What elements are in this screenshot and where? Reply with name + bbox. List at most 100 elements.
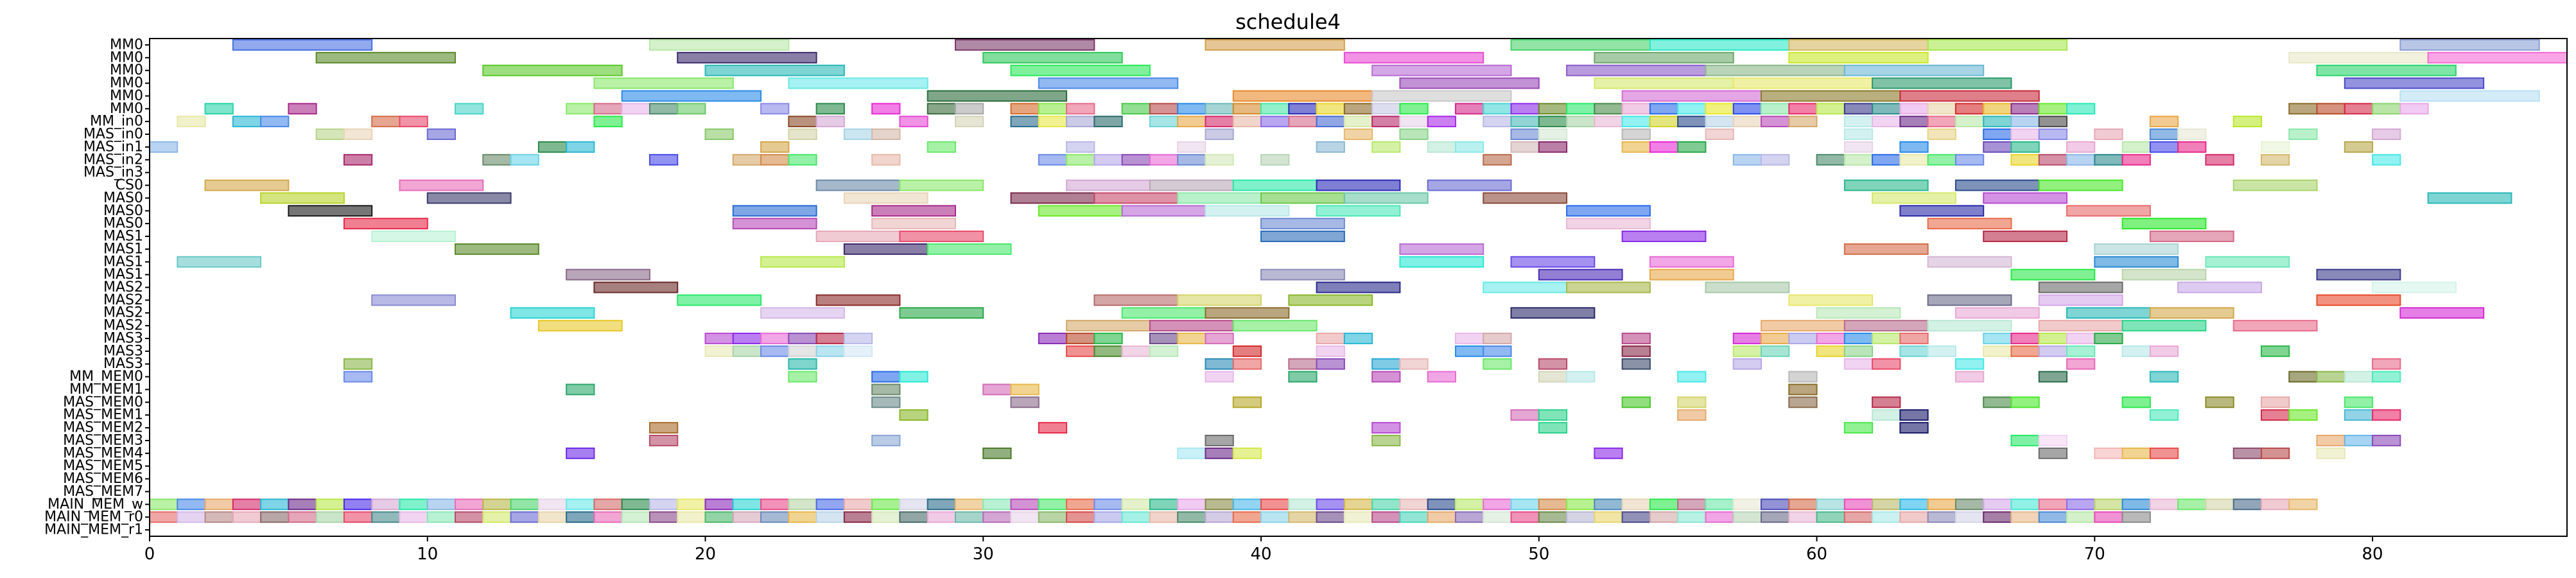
task-bar: [2010, 141, 2040, 153]
task-bar: [1066, 103, 1095, 115]
task-bar: [1899, 103, 1929, 115]
task-bar: [2010, 396, 2040, 408]
task-bar: [1066, 511, 1095, 523]
task-bar: [2205, 498, 2234, 511]
task-bar: [760, 307, 845, 319]
task-bar: [648, 498, 679, 511]
task-bar: [2066, 307, 2151, 319]
task-bar: [1983, 345, 2012, 357]
task-bar: [510, 498, 539, 511]
task-bar: [343, 511, 373, 523]
task-bar: [2121, 218, 2207, 230]
task-bar: [1288, 511, 1318, 523]
task-bar: [1066, 179, 1151, 191]
task-bar: [704, 333, 734, 344]
task-bar: [1205, 371, 1234, 383]
task-bar: [371, 231, 457, 242]
x-tick-label: 10: [417, 545, 438, 564]
task-bar: [2316, 64, 2457, 76]
task-bar: [1566, 281, 1651, 293]
y-tick-label: MAS0: [103, 190, 143, 206]
task-bar: [1454, 511, 1484, 523]
task-bar: [2038, 103, 2068, 115]
task-bar: [1260, 192, 1345, 204]
task-bar: [1232, 511, 1262, 523]
task-bar: [648, 422, 679, 434]
task-bar: [2372, 358, 2401, 370]
task-bar: [1232, 447, 1262, 459]
task-bar: [1843, 128, 1874, 140]
task-bar: [1566, 511, 1596, 523]
task-bar: [1761, 90, 1901, 102]
y-tick-label: MAIN_MEM_r0: [44, 509, 143, 525]
task-bar: [1927, 345, 1956, 357]
task-bar: [1232, 396, 1262, 408]
task-bar: [2205, 396, 2234, 408]
task-bar: [1761, 511, 1790, 523]
task-bar: [566, 498, 595, 511]
task-bar: [177, 116, 206, 128]
task-bar: [593, 116, 623, 128]
y-tick-label: MAS_MEM7: [63, 484, 143, 500]
task-bar: [704, 498, 734, 511]
task-bar: [1399, 116, 1429, 128]
task-bar: [1954, 179, 2040, 191]
task-bar: [1260, 218, 1345, 230]
y-tick-label: MAS_MEM0: [63, 394, 143, 410]
task-bar: [1538, 103, 1568, 115]
task-bar: [1177, 153, 1206, 166]
task-bar: [788, 153, 817, 166]
task-bar: [1649, 39, 1790, 51]
task-bar: [1899, 205, 1985, 217]
task-bar: [1705, 103, 1734, 115]
task-bar: [1927, 153, 1956, 166]
task-bar: [1260, 231, 1345, 242]
task-bar: [1121, 498, 1151, 511]
task-bar: [648, 153, 679, 166]
task-bar: [704, 345, 734, 357]
task-bar: [1872, 77, 2012, 89]
y-tick-label: MAS2: [103, 305, 143, 321]
x-tick-label: 0: [144, 545, 155, 564]
task-bar: [2066, 153, 2096, 166]
task-bar: [927, 243, 1012, 255]
task-bar: [871, 435, 901, 446]
task-bar: [1093, 116, 1123, 128]
task-bar: [760, 256, 845, 268]
task-bar: [1788, 511, 1818, 523]
task-bar: [871, 498, 901, 511]
task-bar: [760, 153, 790, 166]
task-bar: [1232, 116, 1262, 128]
task-bar: [1316, 281, 1401, 293]
task-bar: [1149, 333, 1179, 344]
task-bar: [2066, 103, 2096, 115]
task-bar: [648, 103, 679, 115]
task-bar: [1066, 498, 1095, 511]
task-bar: [315, 128, 345, 140]
task-bar: [1316, 103, 1345, 115]
task-bar: [1649, 498, 1679, 511]
task-bar: [1816, 333, 1845, 344]
task-bar: [1872, 511, 1901, 523]
task-bar: [426, 498, 457, 511]
task-bar: [1983, 396, 2012, 408]
task-bar: [1399, 498, 1429, 511]
task-bar: [1899, 409, 1929, 421]
task-bar: [1649, 141, 1679, 153]
task-bar: [1621, 498, 1651, 511]
task-bar: [1288, 498, 1318, 511]
task-bar: [1732, 333, 1762, 344]
y-tick-label: MM_MEM1: [69, 381, 143, 398]
y-tick-label: MAS_in0: [83, 127, 143, 143]
task-bar: [2010, 498, 2040, 511]
task-bar: [843, 511, 873, 523]
task-bar: [566, 103, 595, 115]
task-bar: [871, 128, 901, 140]
task-bar: [1205, 153, 1234, 166]
task-bar: [1872, 192, 1956, 204]
task-bar: [982, 51, 1123, 64]
task-bar: [1483, 345, 1512, 357]
task-bar: [2149, 371, 2179, 383]
task-bar: [1371, 64, 1512, 76]
